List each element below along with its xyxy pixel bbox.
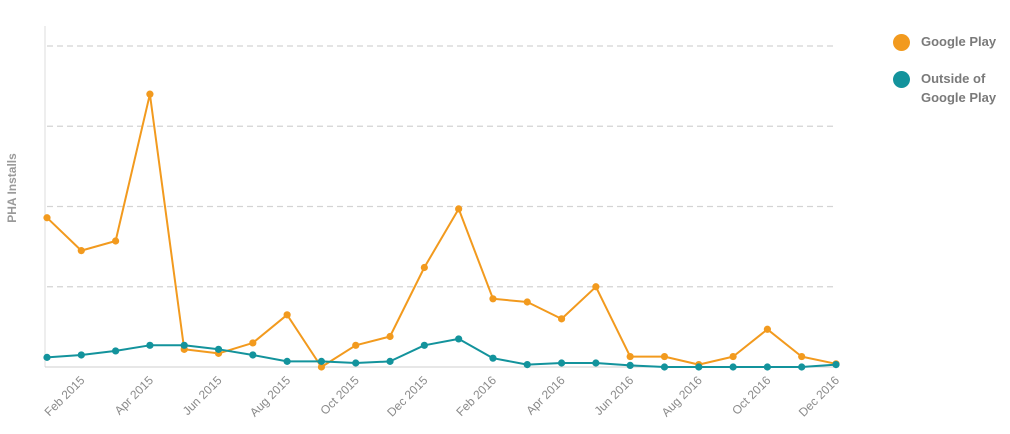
- data-point-google-play[interactable]: [317, 363, 326, 371]
- x-tick-label: Dec 2016: [796, 373, 842, 419]
- data-point-google-play[interactable]: [523, 298, 531, 306]
- legend-item-outside-google-play[interactable]: Outside of Google Play: [893, 69, 1001, 107]
- x-tick-label: Aug 2015: [247, 373, 293, 419]
- data-point-outside-google-play[interactable]: [43, 353, 51, 361]
- x-tick-label: Feb 2016: [453, 373, 499, 419]
- x-tick-labels: Feb 2015 Apr 2015 Jun 2015 Aug 2015 Oct 2015…: [42, 373, 843, 419]
- data-point-outside-google-play[interactable]: [317, 357, 326, 365]
- data-point-google-play[interactable]: [352, 341, 360, 349]
- x-tick-label: Jun 2015: [180, 373, 225, 418]
- data-point-outside-google-play[interactable]: [798, 363, 806, 371]
- data-point-google-play[interactable]: [729, 352, 737, 361]
- data-point-outside-google-play[interactable]: [386, 357, 394, 365]
- data-point-google-play[interactable]: [763, 325, 771, 333]
- data-point-outside-google-play[interactable]: [455, 335, 463, 343]
- data-point-google-play[interactable]: [489, 295, 497, 303]
- data-point-google-play[interactable]: [660, 352, 669, 361]
- x-tick-label: Jun 2016: [591, 373, 636, 418]
- data-point-outside-google-play[interactable]: [214, 345, 223, 353]
- legend: Google Play Outside of Google Play: [893, 32, 1001, 125]
- data-point-outside-google-play[interactable]: [180, 341, 188, 349]
- data-point-outside-google-play[interactable]: [283, 357, 291, 365]
- data-point-outside-google-play[interactable]: [832, 360, 840, 369]
- x-tick-label: Oct 2016: [729, 373, 774, 418]
- data-point-outside-google-play[interactable]: [112, 347, 120, 355]
- data-point-google-play[interactable]: [798, 352, 806, 361]
- data-point-outside-google-play[interactable]: [592, 359, 600, 367]
- data-point-outside-google-play[interactable]: [626, 361, 634, 369]
- x-tick-label: Apr 2016: [523, 373, 568, 418]
- y-axis-label: PHA Installs: [5, 153, 19, 223]
- data-point-outside-google-play[interactable]: [660, 363, 669, 371]
- data-point-google-play[interactable]: [557, 315, 566, 323]
- legend-item-google-play[interactable]: Google Play: [893, 32, 1001, 51]
- data-point-google-play[interactable]: [43, 214, 51, 222]
- series-lines: [46, 93, 837, 368]
- data-point-google-play[interactable]: [146, 90, 154, 98]
- data-point-outside-google-play[interactable]: [489, 354, 497, 362]
- legend-label: Outside of Google Play: [921, 71, 997, 105]
- data-point-outside-google-play[interactable]: [77, 351, 85, 359]
- x-tick-label: Feb 2015: [42, 373, 88, 419]
- data-point-outside-google-play[interactable]: [557, 359, 566, 367]
- data-point-outside-google-play[interactable]: [729, 363, 737, 371]
- data-point-google-play[interactable]: [386, 332, 394, 341]
- data-point-outside-google-play[interactable]: [249, 351, 257, 359]
- data-point-outside-google-play[interactable]: [523, 360, 531, 369]
- series-line-google-play: [46, 93, 837, 368]
- data-point-google-play[interactable]: [420, 263, 428, 272]
- x-tick-label: Oct 2015: [318, 373, 363, 418]
- data-point-google-play[interactable]: [112, 237, 120, 245]
- data-point-google-play[interactable]: [249, 339, 257, 347]
- x-tick-label: Dec 2015: [384, 373, 430, 419]
- data-point-google-play[interactable]: [455, 205, 463, 213]
- data-point-google-play[interactable]: [626, 352, 634, 361]
- data-point-google-play[interactable]: [592, 283, 600, 291]
- data-point-google-play[interactable]: [77, 247, 85, 255]
- series-line-outside-google-play: [46, 337, 837, 368]
- data-point-outside-google-play[interactable]: [352, 359, 360, 367]
- data-point-outside-google-play[interactable]: [763, 363, 771, 371]
- data-point-outside-google-play[interactable]: [146, 341, 154, 349]
- legend-label: Google Play: [921, 34, 997, 49]
- legend-swatch-outside-google-play: [893, 71, 910, 88]
- x-tick-label: Aug 2016: [659, 373, 705, 419]
- data-point-outside-google-play[interactable]: [420, 341, 428, 349]
- data-point-outside-google-play[interactable]: [695, 363, 703, 371]
- series-points: [43, 90, 840, 371]
- gridlines: [47, 45, 836, 288]
- legend-swatch-google-play: [893, 34, 910, 51]
- data-point-google-play[interactable]: [283, 311, 291, 319]
- x-tick-label: Apr 2015: [112, 373, 157, 418]
